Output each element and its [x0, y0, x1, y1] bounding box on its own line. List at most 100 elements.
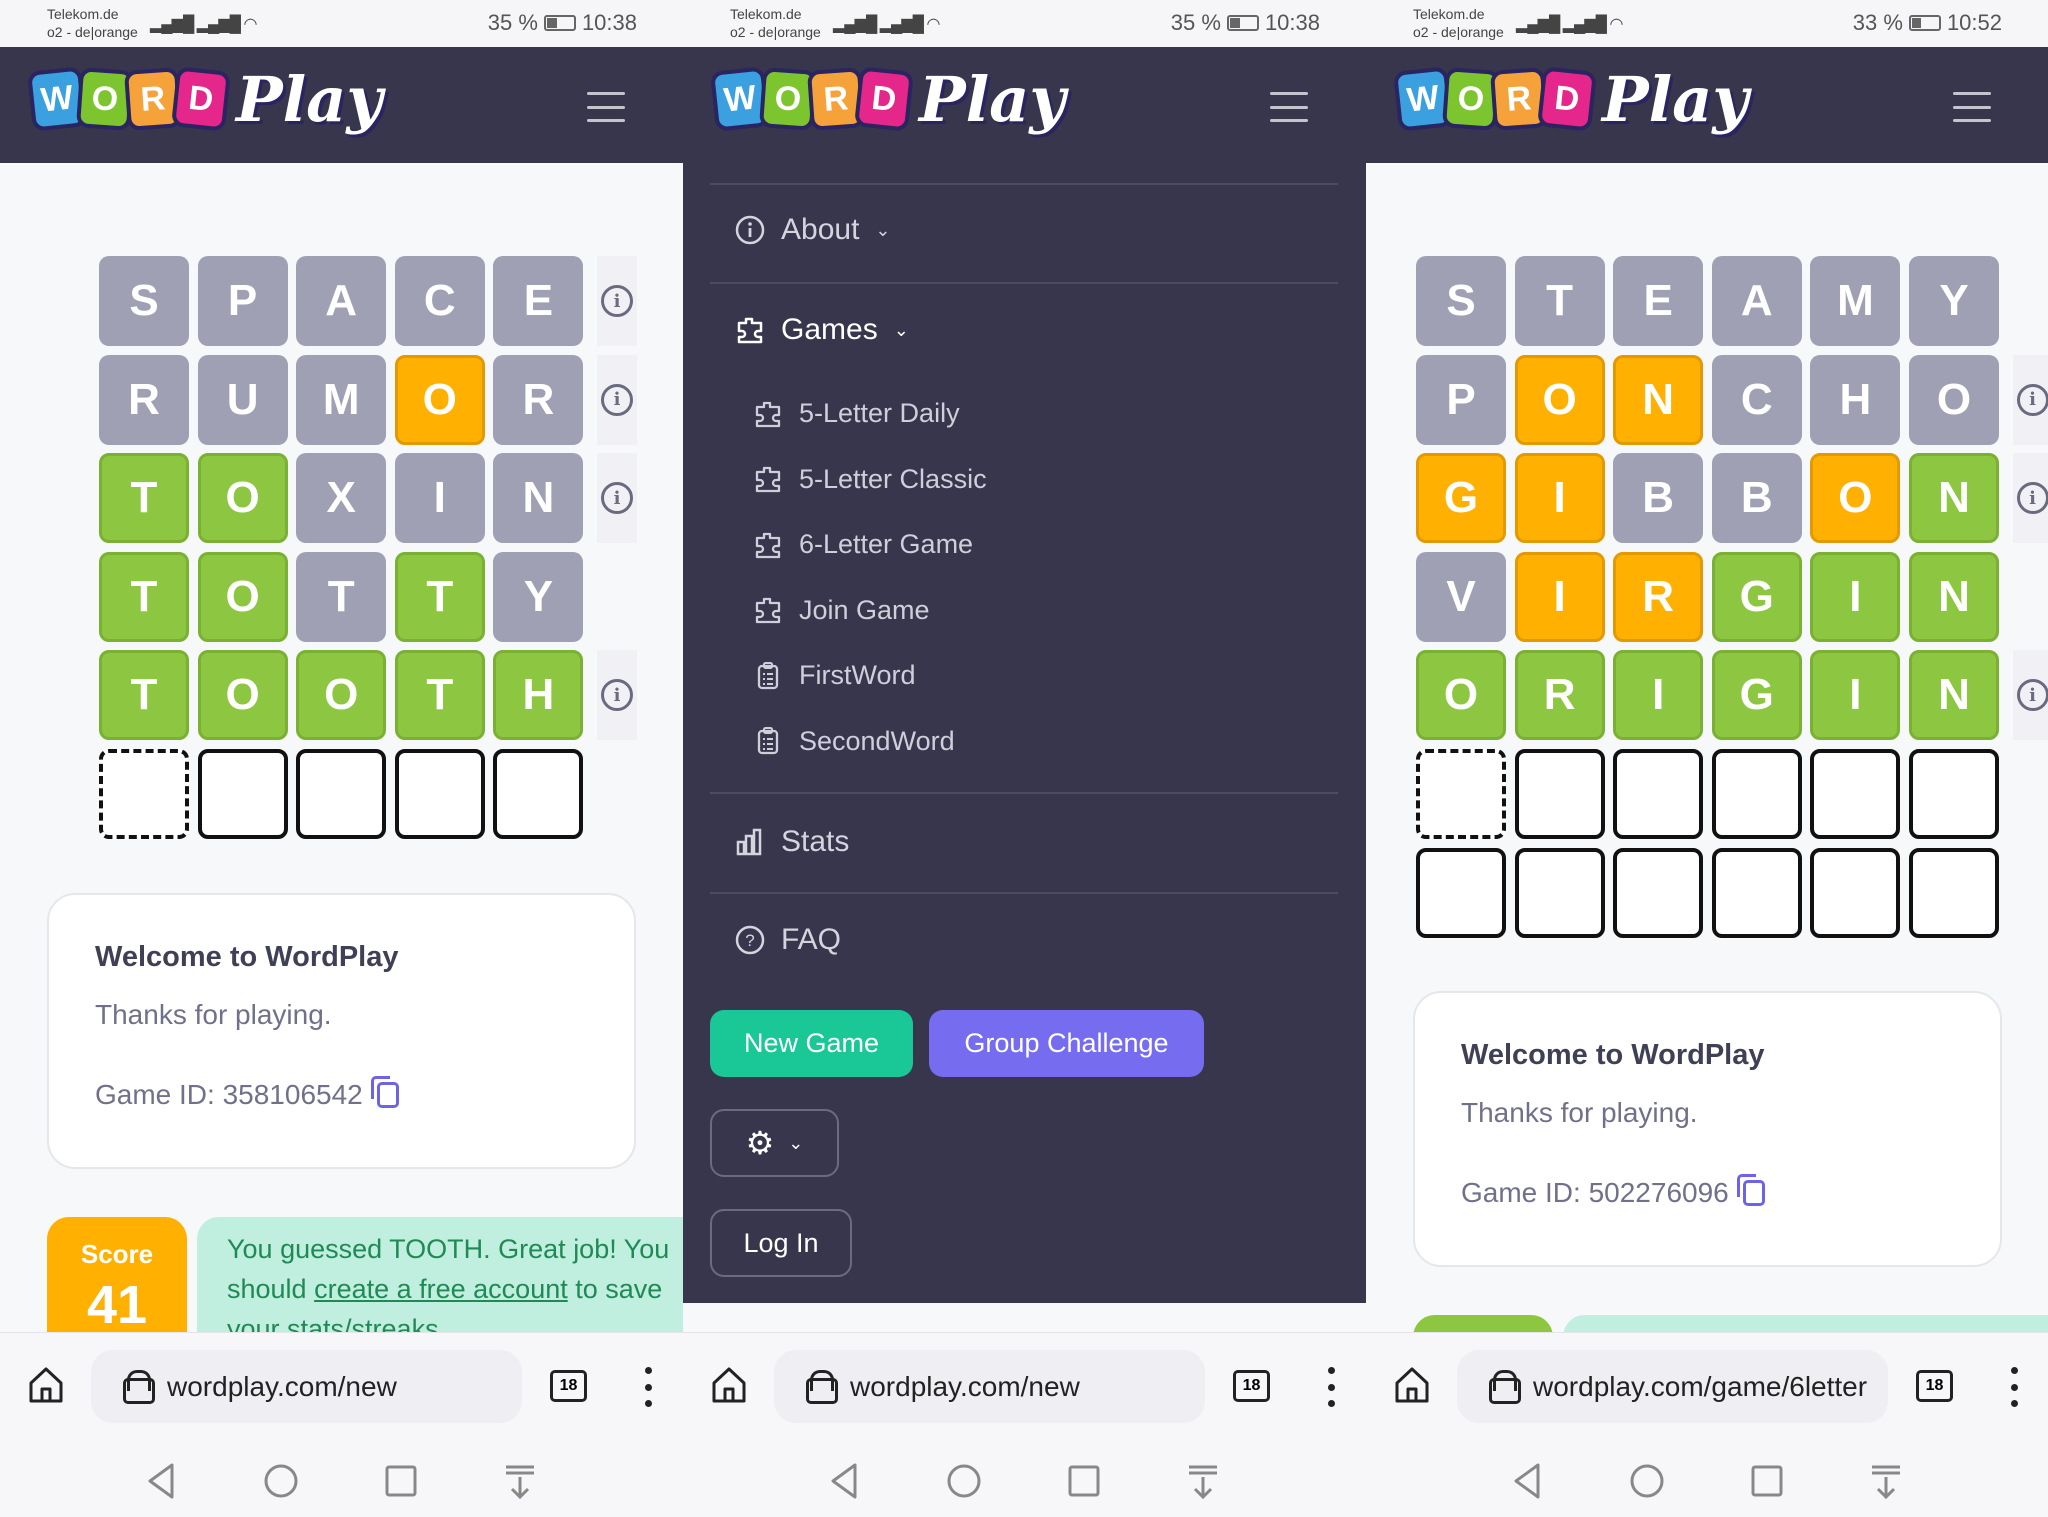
status-bar: Telekom.de o2 - de|orange ▂▄▆█ ▂▄▆█ ◠ 35 …: [0, 0, 683, 47]
status-bar: Telekom.de o2 - de|orange ▂▄▆█ ▂▄▆█ ◠ 33 …: [1366, 0, 2048, 47]
settings-dropdown[interactable]: ⚙ ⌄: [710, 1109, 839, 1177]
letter-tile: I: [1514, 453, 1605, 544]
welcome-title: Welcome to WordPlay: [1461, 1039, 1765, 1071]
menu-stats[interactable]: Stats: [735, 825, 849, 859]
puzzle-icon: [753, 399, 783, 429]
info-icon: i: [2016, 482, 2048, 515]
notification-pull-icon[interactable]: [1183, 1461, 1223, 1501]
home-nav-icon[interactable]: [261, 1461, 301, 1501]
menu-games[interactable]: Games ⌄: [735, 313, 909, 347]
app-header: W O R D Play: [0, 47, 683, 163]
puzzle-icon: [753, 464, 783, 494]
wordplay-logo[interactable]: W O R D Play: [1393, 59, 1748, 139]
letter-tile: B: [1711, 453, 1802, 544]
info-icon: i: [2016, 679, 2048, 712]
empty-tile: [1711, 847, 1802, 938]
letter-tile: S: [1416, 256, 1506, 346]
letter-tile: R: [1514, 650, 1605, 741]
menu-game-item-label: Join Game: [799, 594, 930, 625]
carrier-info: Telekom.de o2 - de|orange: [730, 6, 821, 40]
hamburger-menu-icon[interactable]: [587, 92, 625, 122]
empty-tile: [1909, 749, 1999, 839]
wordplay-logo[interactable]: W O R D Play: [710, 59, 1065, 139]
hamburger-menu-icon[interactable]: [1953, 92, 1991, 122]
score-label: Score: [80, 1239, 154, 1269]
chevron-down-icon: ⌄: [875, 219, 891, 240]
letter-tile: R: [99, 354, 189, 445]
menu-game-item[interactable]: FirstWord: [753, 660, 916, 691]
row-info-button[interactable]: i: [597, 354, 637, 445]
letter-tile: N: [1909, 453, 1999, 544]
notification-pull-icon[interactable]: [500, 1461, 540, 1501]
letter-tile: X: [296, 453, 387, 544]
letter-tile: C: [1711, 354, 1802, 445]
row-info-button[interactable]: i: [2012, 354, 2048, 445]
more-options-icon[interactable]: [1327, 1367, 1335, 1407]
menu-game-item-label: 5-Letter Daily: [799, 398, 960, 428]
message-text: You guessed TOOTH. Great job! You should: [227, 1234, 670, 1304]
group-challenge-button[interactable]: Group Challenge: [929, 1010, 1204, 1077]
letter-tile: O: [296, 650, 387, 741]
copy-icon[interactable]: [370, 1076, 399, 1108]
url-bar[interactable]: wordplay.com/new: [91, 1350, 522, 1423]
recents-nav-icon[interactable]: [1064, 1461, 1104, 1501]
app-header: W O R D Play: [1366, 47, 2048, 163]
home-nav-icon[interactable]: [944, 1461, 984, 1501]
menu-game-item[interactable]: 6-Letter Game: [753, 529, 973, 560]
chevron-down-icon: ⌄: [893, 319, 909, 340]
menu-about[interactable]: About ⌄: [735, 213, 891, 247]
hamburger-menu-icon[interactable]: [1270, 92, 1308, 122]
menu-faq[interactable]: ? FAQ: [735, 923, 841, 957]
recents-nav-icon[interactable]: [1747, 1461, 1787, 1501]
back-nav-icon[interactable]: [825, 1461, 865, 1501]
row-info-button[interactable]: i: [597, 256, 637, 346]
menu-game-item-label: 6-Letter Game: [799, 529, 974, 559]
letter-tile: M: [296, 354, 387, 445]
empty-tile: [1416, 847, 1506, 938]
empty-tile: [1514, 749, 1605, 839]
recents-nav-icon[interactable]: [381, 1461, 421, 1501]
letter-tile: I: [1810, 551, 1901, 642]
url-bar[interactable]: wordplay.com/new: [774, 1350, 1205, 1423]
letter-tile: T: [99, 453, 189, 544]
tab-count-button[interactable]: 18: [1916, 1370, 1953, 1402]
menu-game-item[interactable]: Join Game: [753, 595, 930, 626]
url-bar[interactable]: wordplay.com/game/6letter: [1457, 1350, 1888, 1423]
menu-game-item[interactable]: 5-Letter Classic: [753, 464, 987, 495]
puzzle-icon: [735, 315, 765, 345]
menu-game-item[interactable]: SecondWord: [753, 726, 955, 757]
row-info-button[interactable]: i: [2012, 650, 2048, 741]
battery-icon: [1908, 15, 1941, 31]
lock-icon: [123, 1369, 155, 1404]
tab-count-button[interactable]: 18: [550, 1370, 587, 1402]
more-options-icon[interactable]: [644, 1367, 652, 1407]
home-icon[interactable]: [28, 1365, 64, 1405]
signal-icon: ▂▄▆█ ▂▄▆█ ◠: [833, 16, 940, 33]
row-info-button[interactable]: i: [597, 453, 637, 544]
welcome-card: Welcome to WordPlay Thanks for playing. …: [47, 893, 636, 1169]
menu-game-item-label: 5-Letter Classic: [799, 463, 987, 494]
row-info-button[interactable]: i: [2012, 453, 2048, 544]
wordplay-logo[interactable]: W O R D Play: [27, 59, 382, 139]
letter-tile: V: [1416, 551, 1506, 642]
tab-count-button[interactable]: 18: [1233, 1370, 1270, 1402]
notification-pull-icon[interactable]: [1866, 1461, 1906, 1501]
login-button[interactable]: Log In: [710, 1209, 852, 1277]
new-game-button[interactable]: New Game: [710, 1010, 913, 1077]
battery-status: 35 % 10:38: [1170, 10, 1320, 35]
back-nav-icon[interactable]: [1508, 1461, 1548, 1501]
home-icon[interactable]: [711, 1365, 747, 1405]
copy-icon[interactable]: [1736, 1174, 1765, 1206]
empty-tile: [1909, 847, 1999, 938]
home-icon[interactable]: [1394, 1365, 1430, 1405]
back-nav-icon[interactable]: [142, 1461, 182, 1501]
create-account-link[interactable]: create a free account: [314, 1274, 568, 1304]
more-options-icon[interactable]: [2010, 1367, 2018, 1407]
nav-menu: About ⌄ Games ⌄ 5-Letter Daily 5-Letter C…: [683, 163, 1366, 1303]
menu-game-item[interactable]: 5-Letter Daily: [753, 398, 960, 429]
home-nav-icon[interactable]: [1627, 1461, 1667, 1501]
row-info-button[interactable]: i: [597, 650, 637, 741]
gear-icon: ⚙: [745, 1125, 775, 1161]
menu-about-label: About: [781, 213, 860, 246]
empty-tile: [493, 749, 584, 839]
